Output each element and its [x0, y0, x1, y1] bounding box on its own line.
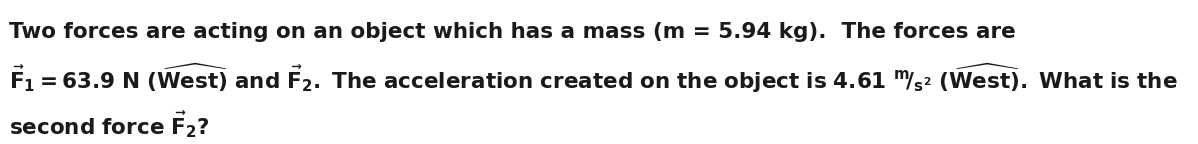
Text: $\mathbf{second\ force\ \vec{F}_2?}$: $\mathbf{second\ force\ \vec{F}_2?}$ — [8, 109, 210, 140]
Text: $\mathbf{\vec{F}_1 = 63.9\ N\ (\widehat{West})\ and\ \vec{F}_2.\ The\ accelerati: $\mathbf{\vec{F}_1 = 63.9\ N\ (\widehat{… — [8, 62, 1178, 95]
Text: Two forces are acting on an object which has a mass (m = 5.94 kg).  The forces a: Two forces are acting on an object which… — [8, 21, 1016, 41]
